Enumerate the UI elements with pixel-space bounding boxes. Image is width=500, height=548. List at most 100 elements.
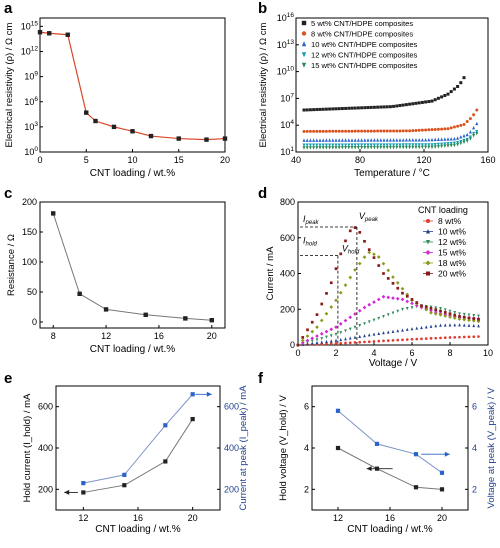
panel-b-data-point — [302, 146, 306, 150]
panel-b-data-point — [395, 104, 399, 108]
panel-d-data-point — [357, 308, 362, 313]
panel-b-data-point — [433, 127, 437, 131]
panel-b-legend-label: 5 wt% CNT/HDPE composites — [311, 19, 413, 28]
panel-b-data-point — [347, 138, 351, 142]
panel-b-data-point — [452, 136, 456, 141]
panel-f-data-point — [439, 487, 445, 492]
panel-b-data-point — [392, 104, 396, 108]
panel-d-data-point — [448, 315, 452, 319]
panel-b-data-point — [308, 143, 312, 148]
panel-b-data-point — [382, 129, 386, 133]
panel-b-data-point — [420, 100, 424, 104]
panel-b-data-point — [331, 138, 335, 142]
panel-d-data-point — [343, 283, 348, 287]
panel-d-data-point — [325, 335, 328, 339]
panel-d-data-point — [353, 268, 357, 272]
panel-d-data-point — [382, 339, 385, 343]
panel-b-data-point — [353, 138, 357, 142]
panel-b-data-point — [433, 143, 437, 147]
panel-a-xtick-label: 5 — [84, 155, 89, 165]
panel-d-data-point — [462, 315, 466, 319]
panel-e-ytick-label: 200 — [38, 484, 53, 494]
panel-b-data-point — [334, 107, 338, 111]
panel-b-data-point — [459, 141, 463, 146]
panel-b-data-point — [449, 90, 453, 94]
panel-c-ytick-label: 100 — [22, 257, 37, 267]
panel-b-data-point — [388, 143, 392, 147]
panel-d-annotation-vhold: Vhold — [342, 244, 360, 256]
panel-b-data-point — [408, 143, 412, 147]
panel-d-data-point — [415, 337, 419, 341]
panel-b-data-point — [417, 145, 421, 150]
panel-c-ytick-label: 50 — [27, 287, 37, 297]
panel-b-data-point — [411, 145, 415, 150]
panel-b-data-point — [356, 145, 360, 150]
panel-d-data-point — [348, 315, 353, 320]
panel-f-xtick-label: 12 — [333, 513, 343, 523]
panel-d-data-point — [386, 268, 391, 273]
panel-c-data-point — [143, 312, 148, 317]
panel-d-data-point — [405, 307, 409, 311]
panel-d-data-point — [310, 339, 314, 343]
panel-d-xtick-label: 0 — [295, 348, 300, 358]
panel-b-data-point — [350, 146, 354, 150]
panel-d-data-point — [334, 325, 338, 329]
panel-b-data-point — [459, 81, 463, 85]
panel-d-data-point — [381, 261, 386, 266]
panel-e-ytick-label: 600 — [38, 402, 53, 412]
panel-b-data-point — [443, 142, 447, 146]
panel-b-data-point — [449, 143, 453, 148]
panel-b-data-point — [353, 145, 357, 150]
panel-b-data-point — [356, 129, 360, 133]
panel-b-legend-marker — [301, 52, 307, 58]
panel-e-series-line — [83, 418, 194, 493]
panel-d-data-point — [377, 331, 381, 335]
panel-b-data-point — [318, 146, 322, 150]
panel-b-data-point — [315, 129, 319, 133]
panel-b-data-point — [366, 145, 370, 150]
panel-b-data-point — [408, 138, 412, 142]
panel-b-data-point — [328, 129, 332, 133]
panel-f-ytick-right-label: 2 — [472, 484, 477, 494]
panel-b-data-point — [401, 103, 405, 107]
panel-b-data-point — [376, 145, 380, 150]
panel-b-data-point — [350, 143, 354, 147]
panel-d-data-point — [429, 310, 433, 315]
panel-d-data-point — [462, 312, 466, 317]
panel-e-xlabel: CNT loading / wt.% — [95, 524, 181, 535]
panel-d-data-point — [453, 323, 457, 327]
panel-b-data-point — [452, 141, 456, 146]
panel-f-axis-arrow-head — [366, 466, 372, 472]
panel-b-data-point — [392, 143, 396, 147]
panel-d-legend-label: 12 wt% — [438, 237, 466, 247]
panel-d-data-point — [320, 336, 324, 341]
panel-b-data-point — [427, 128, 431, 132]
panel-b-data-point — [392, 145, 396, 150]
panel-label-e: e — [4, 370, 12, 387]
panel-a-data-point — [222, 136, 228, 141]
panel-b-data-point — [433, 145, 437, 149]
panel-a-ytick-label: 103 — [24, 121, 38, 132]
panel-d-data-point — [377, 264, 381, 267]
panel-a-data-point — [111, 124, 117, 130]
panel-b-data-point — [340, 143, 344, 147]
panel-d-data-point — [325, 342, 328, 346]
panel-f-ytick-right-label: 4 — [472, 443, 477, 453]
panel-b-data-point — [465, 120, 469, 124]
panel-b-data-point — [356, 143, 360, 147]
panel-d-data-point — [301, 336, 305, 339]
panel-d-data-point — [357, 261, 362, 266]
panel-b-data-point — [430, 143, 434, 147]
panel-b-data-point — [404, 143, 408, 147]
panel-b-ytick-label: 1010 — [277, 66, 295, 77]
panel-b-data-point — [436, 96, 440, 100]
panel-b-data-point — [350, 129, 354, 133]
panel-b-data-point — [360, 138, 364, 142]
panel-b-data-point — [420, 145, 424, 150]
panel-b-data-point — [456, 124, 460, 128]
panel-label-a: a — [4, 0, 13, 17]
panel-f-data-point — [439, 470, 445, 475]
panel-d-data-point — [329, 334, 333, 338]
panel-b-data-point — [401, 129, 405, 133]
panel-d-data-point — [439, 323, 442, 327]
